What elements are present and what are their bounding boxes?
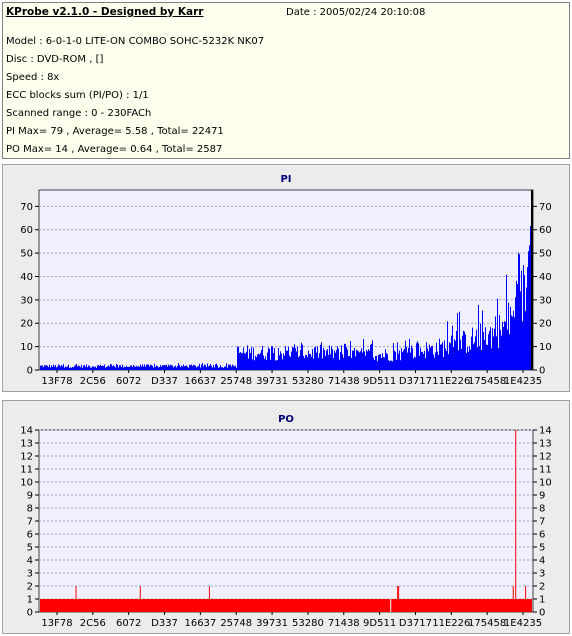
x-tick-label: 39731	[256, 376, 288, 387]
y-tick-label: 20	[20, 319, 33, 330]
x-tick-label: 25748	[220, 618, 252, 629]
x-tick-label: 9D511	[363, 618, 396, 629]
y-tick-label-right: 11	[539, 465, 552, 476]
x-tick-label: 16637	[184, 376, 216, 387]
y-tick-label: 40	[20, 272, 33, 283]
y-tick-label-right: 8	[539, 504, 545, 515]
y-tick-label-right: 10	[539, 478, 552, 489]
y-tick-label-right: 0	[539, 366, 545, 377]
speed-line: Speed : 8x	[6, 72, 60, 83]
pi-bars	[40, 226, 533, 370]
y-tick-label: 6	[27, 530, 33, 541]
y-tick-label-right: 5	[539, 543, 545, 554]
x-tick-label: 11E226	[432, 376, 470, 387]
y-tick-label-right: 14	[539, 426, 552, 437]
model-line: Model : 6-0-1-0 LITE-ON COMBO SOHC-5232K…	[6, 36, 265, 47]
y-tick-label: 10	[20, 342, 33, 353]
y-tick-label: 5	[27, 543, 33, 554]
plot-area	[38, 429, 534, 613]
y-tick-label: 12	[20, 452, 33, 463]
y-tick-label: 0	[27, 366, 33, 377]
po-baseline-bars	[40, 599, 532, 612]
x-tick-label: 13F78	[41, 376, 72, 387]
y-tick-label: 50	[20, 249, 33, 260]
y-tick-label-right: 7	[539, 517, 545, 528]
y-tick-label: 2	[27, 582, 33, 593]
x-tick-label: 71438	[328, 618, 360, 629]
y-tick-label-right: 6	[539, 530, 545, 541]
pi-chart-panel: 0 0 10 10 20 20 30 30 40 40 50 50 60 60 70 70 13F78 2C56 6…	[2, 164, 570, 392]
y-tick-label: 9	[27, 491, 33, 502]
app-title: KProbe v2.1.0 - Designed by Karr	[6, 6, 204, 18]
x-tick-label: 6072	[116, 376, 141, 387]
y-tick-label: 1	[27, 595, 33, 606]
x-tick-label: D3717	[399, 376, 432, 387]
x-tick-label: 13F78	[41, 618, 72, 629]
x-tick-label: 1E4235	[504, 618, 542, 629]
plot-area	[38, 189, 534, 371]
y-tick-label: 13	[20, 439, 33, 450]
y-tick-label-right: 40	[539, 272, 552, 283]
y-tick-label: 70	[20, 202, 33, 213]
y-tick-label: 0	[27, 608, 33, 619]
ecc-blocks-line: ECC blocks sum (PI/PO) : 1/1	[6, 90, 149, 101]
y-tick-label: 11	[20, 465, 33, 476]
y-tick-label-right: 0	[539, 608, 545, 619]
po-chart-panel: 0 0 1 1 2 2 3 3 4 4 5 5 6 6 7 7 8 8 9 9 10 10 11 11 12 12 13 13 14 14…	[2, 400, 570, 634]
y-tick-label-right: 12	[539, 452, 552, 463]
y-tick-label: 8	[27, 504, 33, 515]
chart-title: PI	[280, 174, 291, 185]
y-tick-label: 60	[20, 225, 33, 236]
x-tick-label: 39731	[256, 618, 288, 629]
x-tick-label: 6072	[116, 618, 141, 629]
x-tick-label: 53280	[292, 376, 324, 387]
y-tick-label: 10	[20, 478, 33, 489]
y-tick-label-right: 30	[539, 295, 552, 306]
y-tick-label-right: 70	[539, 202, 552, 213]
y-tick-label: 14	[20, 426, 33, 437]
x-tick-label: 2C56	[80, 376, 106, 387]
x-tick-label: 1E4235	[504, 376, 542, 387]
y-tick-label-right: 60	[539, 225, 552, 236]
x-tick-label: 71438	[328, 376, 360, 387]
pi-summary-line: PI Max= 79 , Average= 5.58 , Total= 2247…	[6, 126, 224, 137]
x-tick-label: 9D511	[363, 376, 396, 387]
y-tick-label-right: 1	[539, 595, 545, 606]
y-tick-label: 7	[27, 517, 33, 528]
x-tick-label: D337	[151, 618, 178, 629]
y-tick-label-right: 10	[539, 342, 552, 353]
scanned-range-line: Scanned range : 0 - 230FACh	[6, 108, 152, 119]
y-tick-label: 4	[27, 556, 33, 567]
y-tick-label: 30	[20, 295, 33, 306]
x-tick-label: 175458	[468, 618, 506, 629]
x-tick-label: D337	[151, 376, 178, 387]
x-tick-label: 25748	[220, 376, 252, 387]
y-tick-label-right: 20	[539, 319, 552, 330]
x-tick-label: D3717	[399, 618, 432, 629]
info-panel: KProbe v2.1.0 - Designed by Karr Date : …	[2, 2, 570, 159]
y-tick-label-right: 2	[539, 582, 545, 593]
y-tick-label-right: 50	[539, 249, 552, 260]
po-summary-line: PO Max= 14 , Average= 0.64 , Total= 2587	[6, 144, 223, 155]
disc-line: Disc : DVD-ROM , []	[6, 54, 104, 65]
y-tick-label-right: 13	[539, 439, 552, 450]
x-tick-label: 16637	[184, 618, 216, 629]
y-tick-label-right: 4	[539, 556, 545, 567]
x-tick-label: 11E226	[432, 618, 470, 629]
y-tick-label-right: 9	[539, 491, 545, 502]
y-tick-label-right: 3	[539, 569, 545, 580]
x-tick-label: 2C56	[80, 618, 106, 629]
scan-date: Date : 2005/02/24 20:10:08	[286, 7, 426, 18]
y-tick-label: 3	[27, 569, 33, 580]
x-tick-label: 175458	[468, 376, 506, 387]
chart-title: PO	[278, 414, 294, 425]
x-tick-label: 53280	[292, 618, 324, 629]
pi-chart: 0 0 10 10 20 20 30 30 40 40 50 50 60 60 70 70 13F78 2C56 6…	[20, 174, 552, 387]
